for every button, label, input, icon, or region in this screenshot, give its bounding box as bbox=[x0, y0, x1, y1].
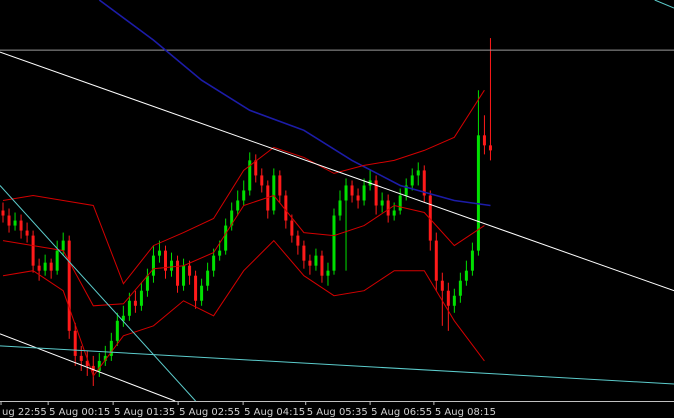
candle-body bbox=[91, 365, 95, 371]
indicator-line bbox=[2, 89, 485, 285]
indicator-line bbox=[98, 0, 491, 207]
candle-body bbox=[296, 235, 300, 246]
candle-body bbox=[380, 200, 384, 206]
candle-body bbox=[115, 320, 119, 341]
candle-body bbox=[25, 230, 29, 236]
candle-body bbox=[254, 160, 258, 176]
indicator-line bbox=[654, 0, 674, 9]
candle-body bbox=[278, 175, 282, 196]
candle-body bbox=[43, 262, 47, 271]
candle-body bbox=[398, 195, 402, 211]
candle-body bbox=[320, 255, 324, 276]
x-tick-label: 5 Aug 05:35 bbox=[307, 407, 368, 418]
candle-body bbox=[386, 200, 390, 216]
candle-body bbox=[97, 360, 101, 371]
candle-body bbox=[145, 275, 149, 291]
candle-body bbox=[290, 220, 294, 236]
candle-body bbox=[458, 280, 462, 296]
candle-body bbox=[55, 250, 59, 271]
candle-body bbox=[482, 135, 486, 146]
candle-body bbox=[326, 270, 330, 276]
candle-body bbox=[139, 290, 143, 306]
candle-body bbox=[488, 145, 492, 151]
candle-body bbox=[163, 250, 167, 271]
x-tick-label: ug 22:55 bbox=[2, 407, 47, 418]
candle-body bbox=[13, 220, 17, 226]
candle-body bbox=[434, 240, 438, 281]
candle-body bbox=[31, 235, 35, 266]
candle-body bbox=[133, 300, 137, 306]
candle-body bbox=[476, 135, 480, 251]
x-tick-label: 5 Aug 00:15 bbox=[49, 407, 110, 418]
candle-body bbox=[79, 355, 83, 361]
candle-body bbox=[224, 225, 228, 251]
indicator-line bbox=[0, 345, 674, 385]
candle-body bbox=[182, 265, 186, 286]
candle-body bbox=[1, 210, 5, 216]
candle-body bbox=[157, 250, 161, 256]
candle-body bbox=[242, 190, 246, 201]
candle-body bbox=[356, 195, 360, 201]
candle-body bbox=[428, 195, 432, 241]
candle-body bbox=[170, 260, 174, 271]
candle-body bbox=[236, 200, 240, 211]
candle-body bbox=[440, 280, 444, 291]
x-tick-label: 5 Aug 01:35 bbox=[114, 407, 175, 418]
candle-body bbox=[272, 175, 276, 211]
candle-body bbox=[73, 330, 77, 356]
candle-body bbox=[188, 265, 192, 276]
candle-body bbox=[103, 355, 107, 361]
candle-body bbox=[7, 215, 11, 226]
candle-body bbox=[464, 270, 468, 281]
candle-body bbox=[344, 185, 348, 201]
candle-body bbox=[218, 250, 222, 256]
candle-body bbox=[338, 200, 342, 216]
candle-body bbox=[308, 260, 312, 266]
candle-body bbox=[314, 255, 318, 266]
x-tick-label: 5 Aug 06:55 bbox=[371, 407, 432, 418]
candle-body bbox=[19, 220, 23, 231]
candle-body bbox=[85, 360, 89, 366]
candle-body bbox=[194, 275, 198, 301]
candle-body bbox=[284, 195, 288, 221]
candle-body bbox=[350, 185, 354, 196]
indicator-line bbox=[0, 185, 196, 402]
candle-body bbox=[470, 250, 474, 271]
indicator-line bbox=[0, 51, 674, 292]
candle-body bbox=[452, 295, 456, 306]
candle-body bbox=[206, 270, 210, 286]
indicator-line bbox=[0, 333, 176, 402]
candle-body bbox=[392, 210, 396, 216]
candle-body bbox=[61, 240, 65, 251]
x-tick-label: 5 Aug 04:15 bbox=[244, 407, 305, 418]
candle-body bbox=[127, 300, 131, 316]
candle-body bbox=[416, 170, 420, 176]
candle-body bbox=[332, 215, 336, 271]
candle-body bbox=[37, 265, 41, 271]
candle-body bbox=[362, 185, 366, 201]
candle-body bbox=[151, 255, 155, 276]
candle-body bbox=[446, 290, 450, 306]
candle-body bbox=[404, 185, 408, 196]
candle-body bbox=[212, 255, 216, 271]
indicator-line bbox=[2, 194, 485, 307]
candle-body bbox=[248, 160, 252, 191]
candle-body bbox=[302, 245, 306, 261]
candle-body bbox=[109, 340, 113, 356]
candle-body bbox=[260, 175, 264, 186]
indicator-line bbox=[2, 239, 485, 377]
candle-body bbox=[422, 170, 426, 196]
candle-body bbox=[410, 175, 414, 186]
candle-body bbox=[230, 210, 234, 226]
x-tick-label: 5 Aug 08:15 bbox=[435, 407, 496, 418]
candle-body bbox=[121, 315, 125, 321]
x-tick-label: 5 Aug 02:55 bbox=[179, 407, 240, 418]
candle-body bbox=[200, 285, 204, 301]
candle-body bbox=[176, 260, 180, 286]
candle-body bbox=[374, 180, 378, 206]
candle-body bbox=[67, 240, 71, 331]
candle-body bbox=[49, 262, 53, 271]
